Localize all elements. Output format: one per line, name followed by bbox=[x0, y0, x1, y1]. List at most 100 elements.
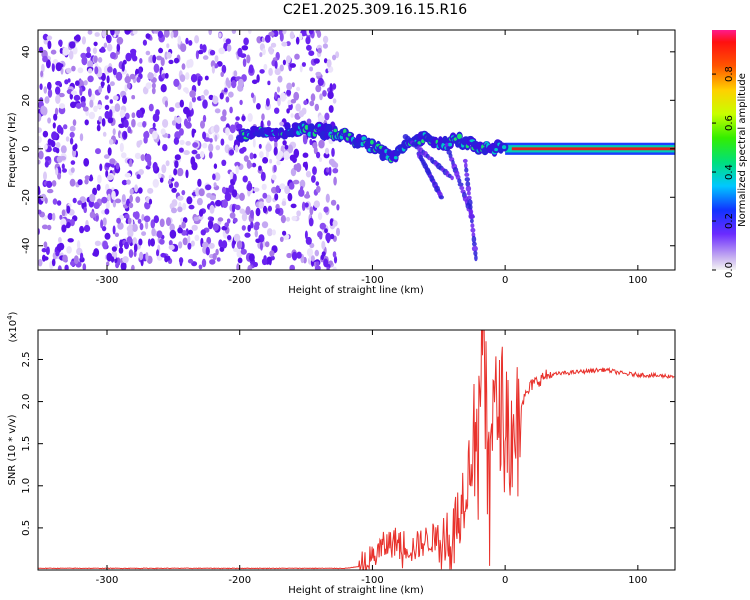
noise-blob bbox=[72, 119, 77, 126]
noise-blob bbox=[104, 232, 111, 240]
noise-blob bbox=[56, 155, 63, 163]
noise-blob bbox=[276, 86, 281, 93]
noise-blob bbox=[68, 50, 74, 60]
noise-blob bbox=[218, 47, 225, 55]
noise-blob bbox=[185, 141, 191, 146]
noise-blob bbox=[105, 170, 109, 178]
noise-blob bbox=[301, 107, 307, 115]
noise-blob bbox=[138, 169, 145, 175]
noise-blob bbox=[228, 134, 234, 141]
noise-blob bbox=[326, 59, 332, 68]
noise-blob bbox=[93, 248, 100, 257]
signal-branch-blob bbox=[459, 186, 465, 190]
noise-blob bbox=[180, 43, 187, 52]
noise-blob bbox=[145, 221, 149, 230]
noise-blob bbox=[306, 248, 314, 257]
noise-blob bbox=[250, 221, 254, 229]
noise-blob bbox=[239, 192, 245, 201]
noise-blob bbox=[319, 93, 323, 101]
noise-blob bbox=[55, 94, 61, 104]
noise-blob bbox=[62, 254, 68, 263]
noise-blob bbox=[286, 252, 292, 259]
noise-blob bbox=[115, 162, 120, 170]
signal-branch-blob bbox=[462, 158, 468, 163]
noise-blob bbox=[330, 199, 337, 206]
noise-blob bbox=[102, 217, 107, 226]
spectrogram-noise-layer bbox=[38, 30, 340, 270]
noise-blob bbox=[287, 192, 293, 202]
noise-blob bbox=[55, 62, 62, 72]
noise-blob bbox=[224, 222, 229, 228]
noise-blob bbox=[129, 73, 136, 80]
noise-blob bbox=[159, 218, 165, 228]
noise-blob bbox=[324, 147, 330, 155]
noise-blob bbox=[133, 243, 138, 253]
noise-blob bbox=[129, 158, 133, 167]
noise-blob bbox=[290, 203, 297, 209]
noise-blob bbox=[225, 38, 231, 45]
noise-blob bbox=[227, 235, 232, 241]
noise-blob bbox=[185, 37, 189, 45]
noise-blob bbox=[309, 66, 314, 72]
noise-blob bbox=[221, 159, 227, 166]
noise-blob bbox=[47, 81, 52, 91]
noise-blob bbox=[120, 261, 127, 270]
noise-blob bbox=[134, 152, 141, 160]
noise-blob bbox=[129, 194, 134, 203]
noise-blob bbox=[168, 244, 175, 250]
signal-band-core bbox=[511, 147, 675, 151]
noise-blob bbox=[102, 240, 108, 250]
noise-blob bbox=[333, 176, 337, 186]
noise-blob bbox=[261, 183, 267, 191]
snr-panel: -300 -200 -100 0 100 0.5 1.0 1.5 2.0 2.5 Height … bbox=[6, 311, 676, 596]
noise-blob bbox=[47, 40, 52, 50]
noise-blob bbox=[274, 107, 280, 114]
noise-blob bbox=[309, 100, 315, 107]
noise-blob bbox=[245, 206, 251, 215]
noise-blob bbox=[275, 185, 280, 194]
noise-blob bbox=[241, 212, 248, 222]
snr-series-line bbox=[38, 330, 675, 570]
noise-blob bbox=[286, 41, 291, 47]
noise-blob bbox=[87, 60, 94, 69]
noise-blob bbox=[178, 128, 184, 136]
noise-blob bbox=[123, 131, 127, 139]
noise-blob bbox=[165, 160, 170, 167]
noise-blob bbox=[58, 92, 65, 98]
noise-blob bbox=[182, 202, 187, 211]
noise-blob bbox=[66, 67, 72, 74]
noise-blob bbox=[229, 212, 236, 219]
y-tick-label: 0.5 bbox=[21, 520, 32, 536]
noise-blob bbox=[169, 229, 177, 239]
noise-blob bbox=[38, 209, 42, 215]
noise-blob bbox=[267, 120, 271, 127]
signal-branch-blob bbox=[438, 195, 444, 200]
noise-blob bbox=[85, 52, 92, 59]
noise-blob bbox=[116, 43, 121, 52]
noise-blob bbox=[220, 71, 224, 78]
noise-blob bbox=[132, 211, 137, 218]
noise-blob bbox=[208, 94, 214, 101]
noise-blob bbox=[51, 180, 57, 187]
x-tick-label: 0 bbox=[502, 575, 508, 586]
noise-blob bbox=[261, 113, 265, 121]
noise-blob bbox=[291, 251, 298, 261]
noise-blob bbox=[179, 74, 186, 82]
y-tick-label: -40 bbox=[21, 238, 32, 254]
signal-branch-blob bbox=[465, 181, 471, 187]
noise-blob bbox=[200, 94, 205, 101]
noise-blob bbox=[213, 182, 217, 188]
noise-blob bbox=[86, 46, 91, 53]
colorbar-tick-label: 0.2 bbox=[724, 213, 735, 229]
snr-y-exponent: (x104) bbox=[6, 311, 19, 342]
noise-blob bbox=[290, 113, 294, 118]
noise-blob bbox=[247, 162, 253, 168]
noise-blob bbox=[267, 205, 272, 212]
noise-blob bbox=[252, 138, 256, 148]
noise-blob bbox=[295, 103, 302, 112]
noise-blob bbox=[313, 146, 318, 155]
noise-blob bbox=[248, 30, 252, 34]
noise-blob bbox=[181, 221, 186, 229]
noise-blob bbox=[173, 57, 180, 64]
